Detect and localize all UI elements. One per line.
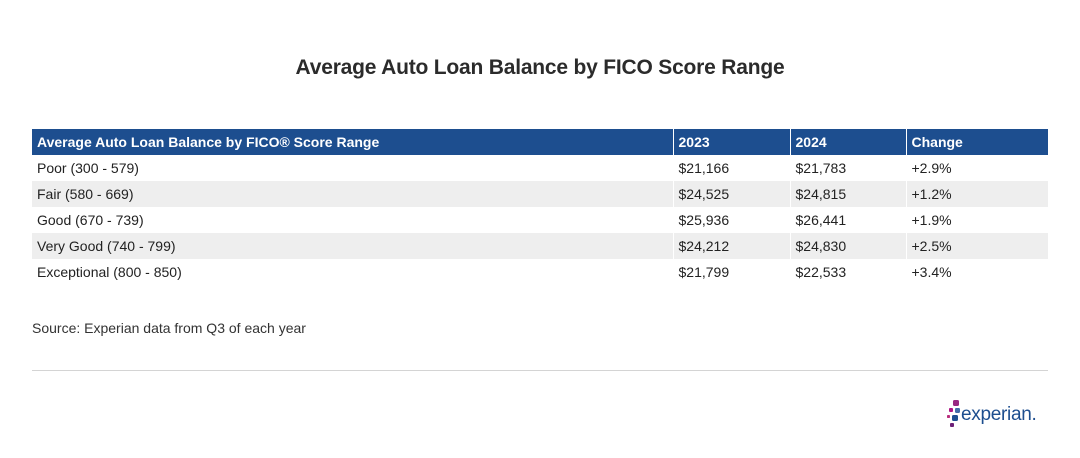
value-2024: $26,441 — [790, 207, 907, 233]
value-2023: $21,799 — [673, 259, 791, 285]
value-2023: $24,525 — [673, 181, 791, 207]
value-change: +1.2% — [906, 181, 1048, 207]
logo-dot — [952, 415, 958, 421]
row-label: Poor (300 - 579) — [32, 155, 674, 181]
experian-logo: experian. — [946, 398, 1046, 432]
logo-dot — [953, 400, 959, 406]
table-header-row: Average Auto Loan Balance by FICO® Score… — [32, 129, 1048, 155]
value-2024: $21,783 — [790, 155, 907, 181]
logo-dot — [949, 408, 953, 412]
divider — [32, 370, 1048, 371]
header-score-range: Average Auto Loan Balance by FICO® Score… — [32, 129, 674, 155]
header-change: Change — [906, 129, 1048, 155]
value-change: +3.4% — [906, 259, 1048, 285]
header-2024: 2024 — [790, 129, 907, 155]
value-change: +2.5% — [906, 233, 1048, 259]
table-row: Poor (300 - 579) $21,166 $21,783 +2.9% — [32, 155, 1048, 181]
source-note: Source: Experian data from Q3 of each ye… — [32, 320, 306, 336]
chart-title: Average Auto Loan Balance by FICO Score … — [295, 56, 785, 79]
row-label: Good (670 - 739) — [32, 207, 674, 233]
value-change: +1.9% — [906, 207, 1048, 233]
row-label: Exceptional (800 - 850) — [32, 259, 674, 285]
logo-dot — [950, 423, 954, 427]
value-change: +2.9% — [906, 155, 1048, 181]
table-row: Exceptional (800 - 850) $21,799 $22,533 … — [32, 259, 1048, 285]
logo-dot — [955, 408, 960, 413]
logo-dot — [947, 415, 950, 418]
value-2024: $24,815 — [790, 181, 907, 207]
value-2023: $24,212 — [673, 233, 791, 259]
value-2024: $22,533 — [790, 259, 907, 285]
data-table: Average Auto Loan Balance by FICO® Score… — [32, 129, 1048, 285]
logo-dots-icon — [947, 400, 960, 427]
table-row: Good (670 - 739) $25,936 $26,441 +1.9% — [32, 207, 1048, 233]
row-label: Fair (580 - 669) — [32, 181, 674, 207]
table-row: Fair (580 - 669) $24,525 $24,815 +1.2% — [32, 181, 1048, 207]
logo-wordmark: experian. — [961, 404, 1037, 425]
value-2023: $21,166 — [673, 155, 791, 181]
row-label: Very Good (740 - 799) — [32, 233, 674, 259]
table-row: Very Good (740 - 799) $24,212 $24,830 +2… — [32, 233, 1048, 259]
value-2024: $24,830 — [790, 233, 907, 259]
header-2023: 2023 — [673, 129, 791, 155]
value-2023: $25,936 — [673, 207, 791, 233]
